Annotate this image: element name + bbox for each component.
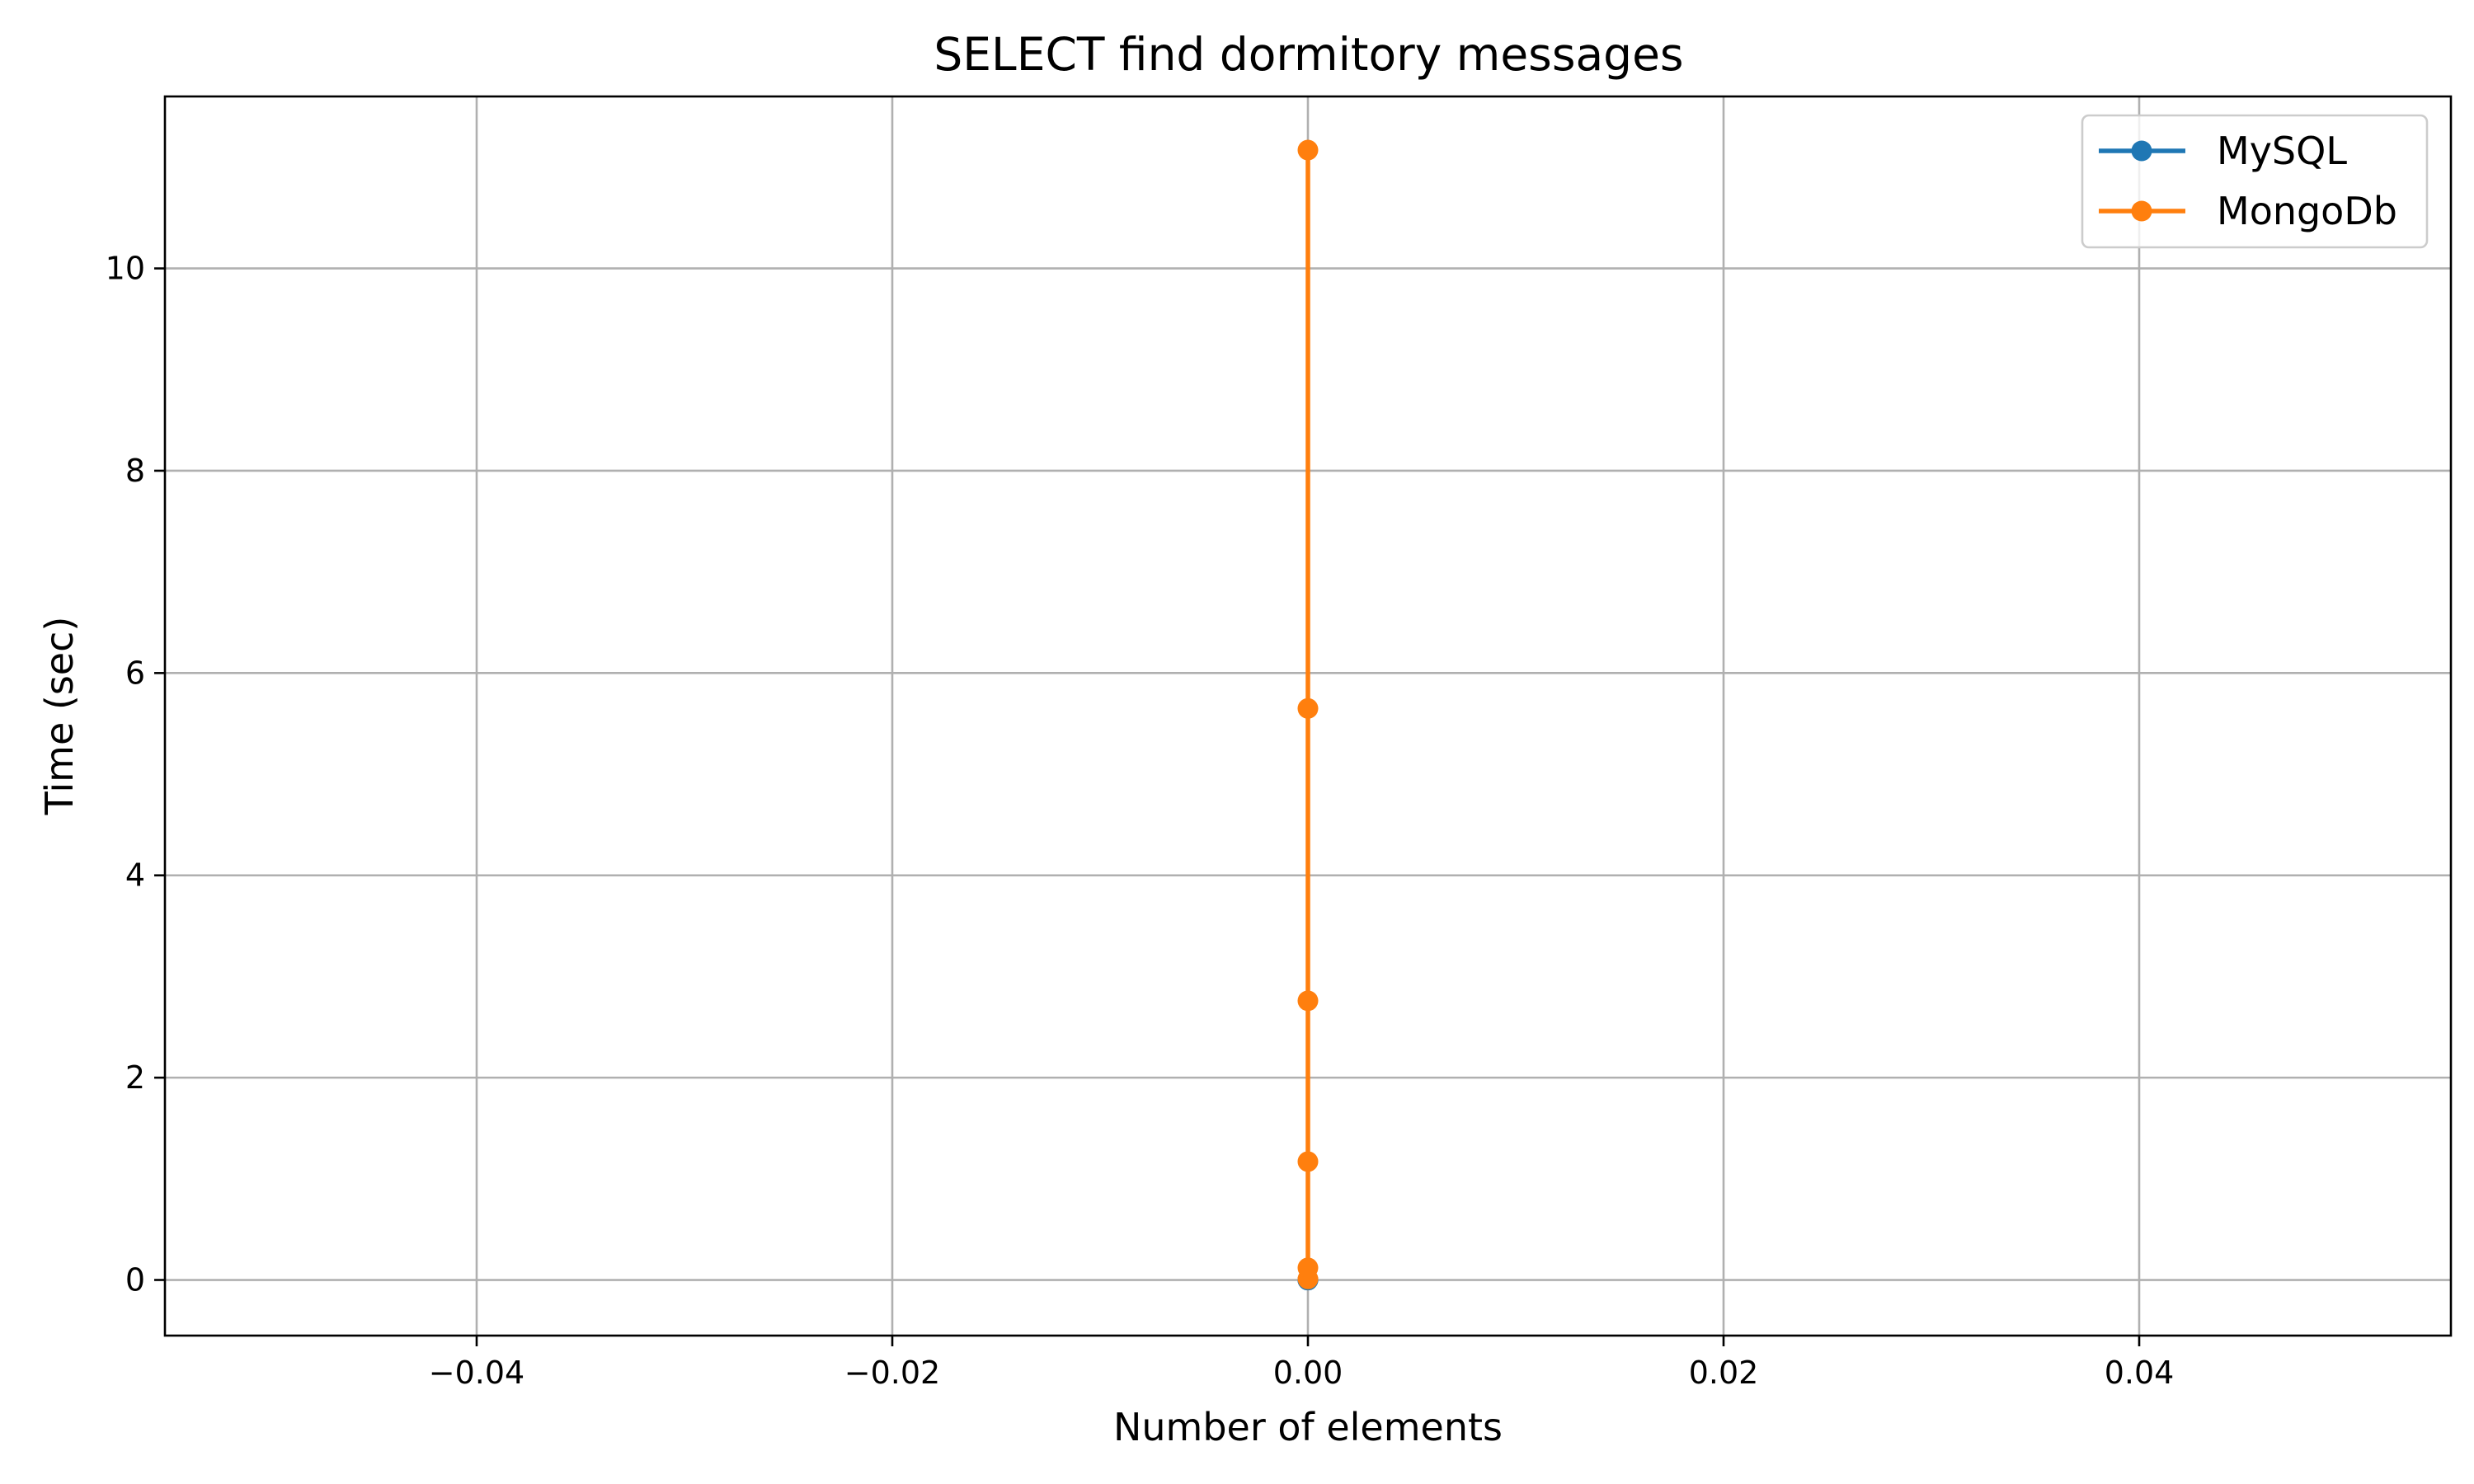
y-tick-label: 6 [125, 655, 145, 691]
data-point [1297, 990, 1319, 1012]
legend-box [2081, 114, 2429, 249]
x-tick-label: 0.00 [1273, 1355, 1343, 1391]
x-tick-label: 0.02 [1689, 1355, 1759, 1391]
legend-marker [2131, 200, 2152, 222]
series-mongodb [1297, 139, 1319, 1289]
chart-title: SELECT find dormitory messages [934, 28, 1683, 81]
axis-ticks: −0.04 −0.02 0.00 0.02 0.04 0 2 4 6 8 10 [106, 251, 2175, 1391]
y-axis-label: Time (sec) [37, 617, 82, 816]
y-tick-label: 0 [125, 1262, 145, 1298]
legend: MySQL MongoDb [2081, 114, 2429, 249]
data-point [1297, 697, 1319, 719]
x-tick-label: −0.04 [429, 1355, 524, 1391]
series-layer [1297, 139, 1319, 1291]
legend-items: MySQL MongoDb [2099, 129, 2397, 233]
legend-item: MySQL [2099, 129, 2347, 173]
y-tick-label: 4 [125, 857, 145, 894]
legend-marker [2131, 140, 2152, 162]
y-tick-label: 2 [125, 1059, 145, 1096]
data-point [1297, 1257, 1319, 1279]
data-point [1297, 1151, 1319, 1172]
data-point [1297, 139, 1319, 161]
x-tick-label: 0.04 [2105, 1355, 2175, 1391]
legend-label: MySQL [2217, 129, 2347, 173]
x-tick-label: −0.02 [844, 1355, 940, 1391]
y-tick-label: 10 [106, 251, 145, 287]
legend-item: MongoDb [2099, 189, 2397, 233]
x-axis-label: Number of elements [1113, 1405, 1503, 1449]
y-tick-label: 8 [125, 453, 145, 489]
plot-frame [163, 95, 2453, 1337]
legend-label: MongoDb [2217, 189, 2397, 233]
